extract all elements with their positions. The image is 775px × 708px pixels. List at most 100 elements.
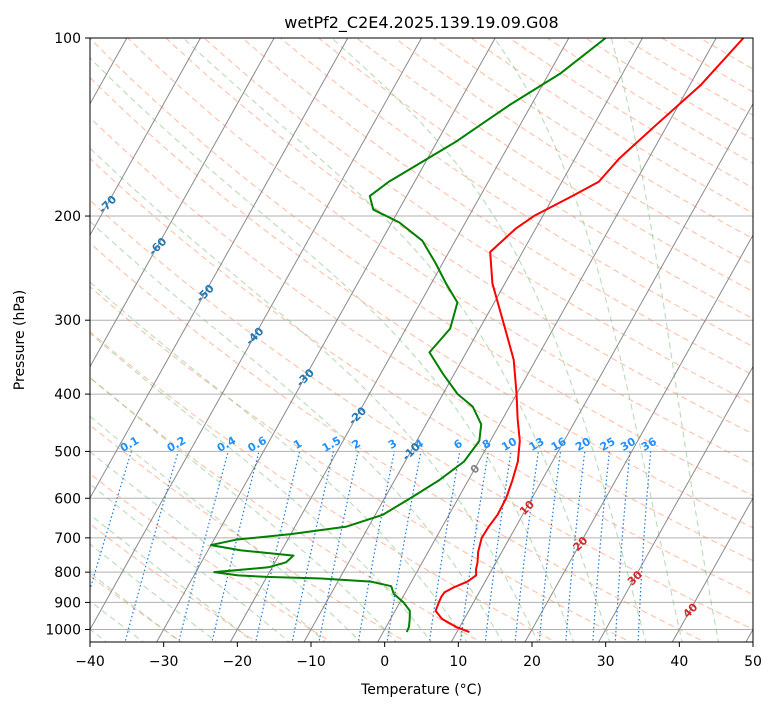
mixing-ratio-line <box>538 451 562 642</box>
dry-adiabat <box>90 38 753 497</box>
chart-title: wetPf2_C2E4.2025.139.19.09.G08 <box>284 13 558 33</box>
mixing-ratio-line <box>357 451 395 642</box>
moist-adiabat-label: 30 <box>625 568 645 588</box>
y-tick-label: 500 <box>54 444 81 460</box>
dry-adiabat <box>127 38 753 466</box>
moist-adiabat <box>182 38 611 642</box>
dry-adiabat <box>317 38 753 320</box>
x-tick-label: 20 <box>523 654 541 670</box>
moist-adiabat <box>610 38 720 642</box>
dry-adiabat-label: -40 <box>243 324 266 347</box>
y-tick-label: 800 <box>54 565 81 581</box>
dry-adiabat <box>470 38 753 214</box>
mixing-ratio-line <box>514 451 539 642</box>
x-tick-label: 10 <box>449 654 467 670</box>
mixing-ratio-line <box>211 451 260 642</box>
dry-adiabat <box>90 424 408 642</box>
mixing-ratio-line <box>565 451 586 642</box>
mixing-ratio-line <box>255 451 301 642</box>
mixing-ratio-line <box>178 451 229 642</box>
isotherm <box>90 38 202 237</box>
dry-adiabat-label: -90 <box>4 94 27 117</box>
mixing-ratio-line <box>291 451 334 642</box>
line-labels: 0.10.20.40.611.52346810131620253036-100-… <box>4 94 701 621</box>
dewpoint-profile <box>209 38 607 633</box>
dry-adiabat <box>241 38 753 376</box>
dry-adiabats <box>90 38 753 642</box>
mixing-ratio-line <box>459 451 489 642</box>
y-tick-label: 600 <box>54 491 81 507</box>
isotherm <box>90 38 275 368</box>
pressure-gridlines <box>90 38 753 630</box>
dry-adiabat-label: -60 <box>146 235 169 258</box>
x-axis-label: Temperature (°C) <box>360 682 482 698</box>
mixing-ratio-line <box>614 451 631 642</box>
moist-adiabat-label: 20 <box>570 534 590 554</box>
mixing-ratio-label: 2 <box>350 437 363 452</box>
x-tick-label: −40 <box>75 654 105 670</box>
isotherm <box>90 38 349 500</box>
isotherm <box>524 234 753 642</box>
x-tick-label: 50 <box>744 654 762 670</box>
dry-adiabat <box>279 38 753 348</box>
plot-area: 0.10.20.40.611.52346810131620253036-100-… <box>0 25 753 645</box>
moist-adiabat <box>90 543 218 642</box>
isotherm <box>229 38 570 642</box>
x-tick-label: −30 <box>149 654 179 670</box>
mixing-ratio-line <box>318 451 359 642</box>
dry-adiabat <box>90 116 753 562</box>
dry-adiabat <box>546 38 753 164</box>
dry-adiabat <box>90 242 706 642</box>
mixing-ratio-line <box>124 451 179 642</box>
dry-adiabat <box>203 38 753 405</box>
y-axis-label: Pressure (hPa) <box>12 290 28 390</box>
dry-adiabat <box>355 38 753 293</box>
isotherm <box>598 365 753 642</box>
moist-adiabat <box>90 450 326 642</box>
dry-adiabat <box>90 76 753 529</box>
mixing-ratio-line <box>90 451 132 592</box>
moist-adiabat <box>90 332 433 642</box>
x-tick-label: 40 <box>670 654 688 670</box>
x-tick-label: −10 <box>296 654 326 670</box>
dry-adiabat <box>90 523 258 642</box>
moist-adiabat <box>331 38 647 642</box>
dry-adiabat-label: -50 <box>194 282 217 305</box>
isotherm <box>0 25 61 645</box>
mixing-ratio-label: 6 <box>451 437 464 452</box>
x-tick-label: 0 <box>380 654 389 670</box>
dry-adiabat-label: -80 <box>49 146 72 169</box>
dry-adiabat <box>622 38 753 116</box>
mixing-ratio-line <box>637 451 652 642</box>
x-axis: −40 −30 −20 −10 0 10 20 30 40 50 <box>75 642 762 670</box>
moist-adiabat-label: 10 <box>517 498 537 518</box>
isotherm <box>156 38 496 642</box>
mixing-ratio-line <box>386 451 422 642</box>
dry-adiabat-label: -20 <box>346 404 369 427</box>
y-tick-label: 700 <box>54 531 81 547</box>
dry-adiabat <box>165 38 753 435</box>
moist-adiabat <box>90 220 503 642</box>
y-tick-label: 900 <box>54 595 81 611</box>
dry-adiabat <box>90 286 632 642</box>
moist-adiabats <box>90 38 720 642</box>
y-axis: 1000 900 800 700 600 500 400 300 200 100 <box>45 31 90 638</box>
dry-adiabat <box>90 473 333 642</box>
y-tick-label: 1000 <box>45 622 81 638</box>
dry-adiabat <box>508 38 753 189</box>
moist-adiabat-label: 0 <box>468 462 483 477</box>
moist-adiabat <box>90 415 362 642</box>
moist-adiabat <box>493 38 683 642</box>
y-tick-label: 300 <box>54 313 81 329</box>
isotherm <box>671 497 753 642</box>
y-tick-label: 200 <box>54 209 81 225</box>
isotherm <box>377 38 717 642</box>
dry-adiabat <box>584 38 753 140</box>
dry-adiabat <box>394 38 753 266</box>
mixing-ratio-line <box>484 451 512 642</box>
isotherm <box>303 38 644 642</box>
plot-frame <box>89 37 754 643</box>
moist-adiabat-label: 40 <box>680 600 700 620</box>
dry-adiabat <box>90 330 557 642</box>
